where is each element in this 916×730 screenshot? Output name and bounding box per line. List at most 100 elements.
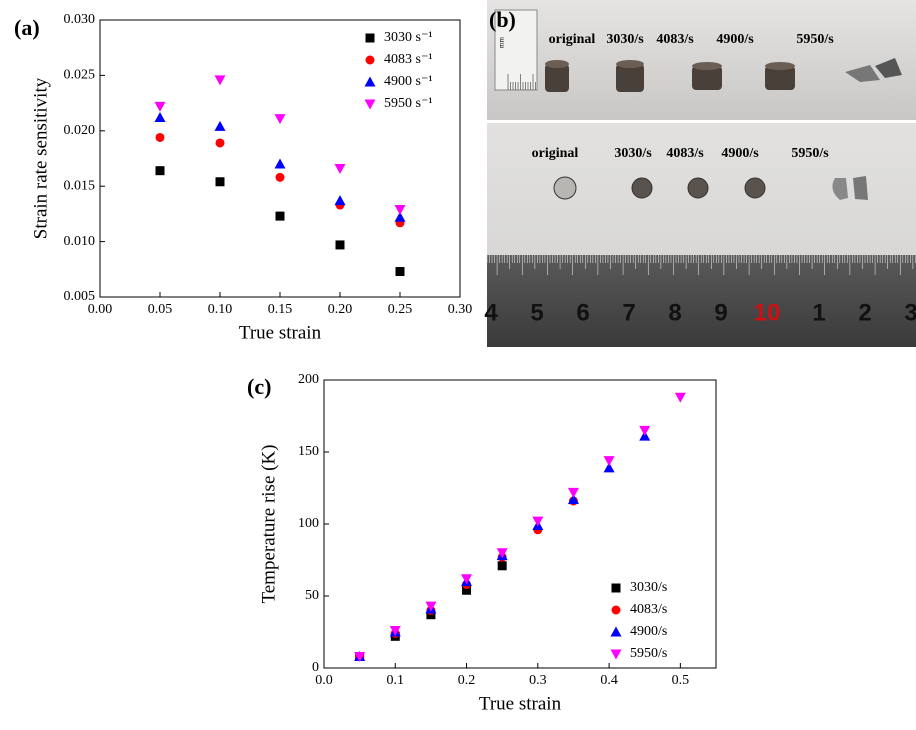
scale-card: [494, 9, 538, 91]
point: [567, 487, 579, 498]
ruler-number: 6: [576, 299, 589, 326]
photo-label: 4900/s: [716, 32, 754, 47]
point: [394, 204, 406, 215]
photo-label: 4083/s: [656, 32, 694, 47]
legend-swatch: [611, 605, 621, 615]
x-tick-label: 0.0: [315, 673, 333, 688]
legend-marker: [364, 76, 376, 87]
point: [155, 166, 165, 176]
point: [497, 561, 507, 571]
legend-marker: [365, 55, 375, 65]
point: [532, 516, 544, 527]
point: [155, 132, 165, 142]
x-tick-label: 0.4: [600, 673, 618, 688]
point: [334, 195, 346, 206]
specimen: [687, 177, 709, 199]
x-tick-label: 0.00: [88, 302, 113, 317]
panel-label: (b): [489, 7, 516, 32]
photo-panel: [487, 0, 916, 347]
x-tick-label: 0.3: [529, 673, 547, 688]
legend-swatch: [365, 33, 375, 43]
x-axis-label: True strain: [239, 322, 322, 343]
legend-marker: [611, 605, 621, 615]
y-tick-label: 0.005: [64, 289, 96, 304]
ruler-number: 9: [714, 299, 727, 326]
y-tick-label: 50: [305, 588, 319, 603]
point: [334, 163, 346, 174]
x-tick-label: 0.1: [387, 673, 405, 688]
y-tick-label: 0.020: [64, 123, 96, 138]
legend-label: 5950 s⁻¹: [384, 96, 433, 111]
specimen-top: [616, 60, 644, 68]
legend-label: 4900 s⁻¹: [384, 74, 433, 89]
point: [215, 177, 225, 187]
x-axis-label: True strain: [479, 693, 562, 714]
x-tick-label: 0.25: [388, 302, 413, 317]
specimen-top: [692, 62, 722, 70]
x-tick-label: 0.20: [328, 302, 353, 317]
legend-label: 4083/s: [630, 602, 667, 617]
ruler: [487, 255, 916, 347]
legend-marker: [610, 649, 622, 660]
legend-label: 4900/s: [630, 624, 667, 639]
point: [154, 101, 166, 112]
ruler-number: 2: [858, 299, 871, 326]
ruler-number: 10: [754, 299, 781, 326]
specimen: [545, 64, 569, 92]
panel-label: (c): [247, 374, 271, 399]
legend-label: 3030 s⁻¹: [384, 30, 433, 45]
photo-label: 4083/s: [666, 146, 704, 161]
point: [214, 120, 226, 131]
specimen: [616, 64, 644, 92]
specimen-top: [545, 60, 569, 68]
photo-label: original: [532, 146, 579, 161]
fragment: [845, 65, 880, 82]
photo-label: 5950/s: [796, 32, 834, 47]
legend-label: 3030/s: [630, 580, 667, 595]
y-tick-label: 0.025: [64, 68, 96, 83]
ruler-number: 1: [812, 299, 825, 326]
point: [154, 112, 166, 123]
specimen: [631, 177, 653, 199]
x-tick-label: 0.30: [448, 302, 473, 317]
point: [496, 548, 508, 559]
scale-unit: mm: [498, 37, 506, 48]
y-tick-label: 0.030: [64, 12, 96, 27]
legend-label: 5950/s: [630, 646, 667, 661]
x-tick-label: 0.10: [208, 302, 233, 317]
photo-label: 3030/s: [614, 146, 652, 161]
point: [567, 494, 579, 505]
y-tick-label: 0: [312, 660, 319, 675]
y-tick-label: 100: [298, 516, 319, 531]
photo-label: 5950/s: [791, 146, 829, 161]
photo-label: original: [549, 32, 596, 47]
ruler-number: 4: [484, 299, 498, 326]
ruler-number: 7: [622, 299, 635, 326]
photo-label: 4900/s: [721, 146, 759, 161]
ruler-number: 3: [904, 299, 916, 326]
point: [274, 114, 286, 125]
specimen-top: [765, 62, 795, 70]
point: [335, 240, 345, 250]
point: [461, 574, 473, 585]
y-axis-label: Temperature rise (K): [258, 444, 279, 603]
legend-marker: [364, 99, 376, 110]
x-tick-label: 0.2: [458, 673, 476, 688]
legend-swatch: [364, 76, 376, 87]
y-tick-label: 0.015: [64, 178, 96, 193]
fragment: [832, 178, 848, 200]
fragment: [875, 58, 902, 78]
point: [354, 651, 366, 662]
legend-swatch: [365, 55, 375, 65]
legend-swatch: [364, 99, 376, 110]
y-tick-label: 150: [298, 444, 319, 459]
point: [275, 211, 285, 221]
point: [462, 585, 472, 595]
y-tick-label: 200: [298, 372, 319, 387]
photo-label: 3030/s: [606, 32, 644, 47]
point: [214, 75, 226, 86]
point: [274, 158, 286, 169]
legend-marker: [365, 33, 375, 43]
